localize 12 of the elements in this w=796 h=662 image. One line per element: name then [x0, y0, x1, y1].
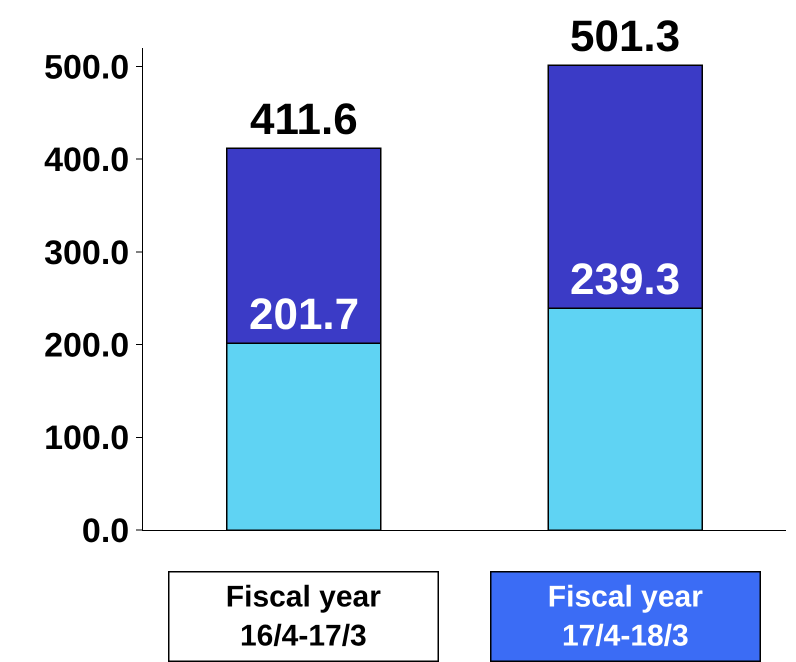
- y-tick-label: 100.0: [44, 419, 130, 458]
- data-label: 201.7: [249, 290, 360, 339]
- y-tick-label: 500.0: [44, 48, 130, 86]
- total-label: 411.6: [250, 95, 358, 144]
- x-tick-label: Fiscal year 16/4-17/3: [226, 580, 382, 652]
- y-tick-label: 300.0: [44, 234, 130, 272]
- data-label: 239.3: [570, 255, 680, 304]
- x-tick-label: Fiscal year 17/4-18/3: [548, 580, 704, 652]
- y-tick-label: 200.0: [44, 326, 130, 365]
- y-tick-label: 0.0: [82, 512, 130, 550]
- y-tick-label: 400.0: [44, 141, 130, 180]
- total-label: 501.3: [570, 12, 680, 61]
